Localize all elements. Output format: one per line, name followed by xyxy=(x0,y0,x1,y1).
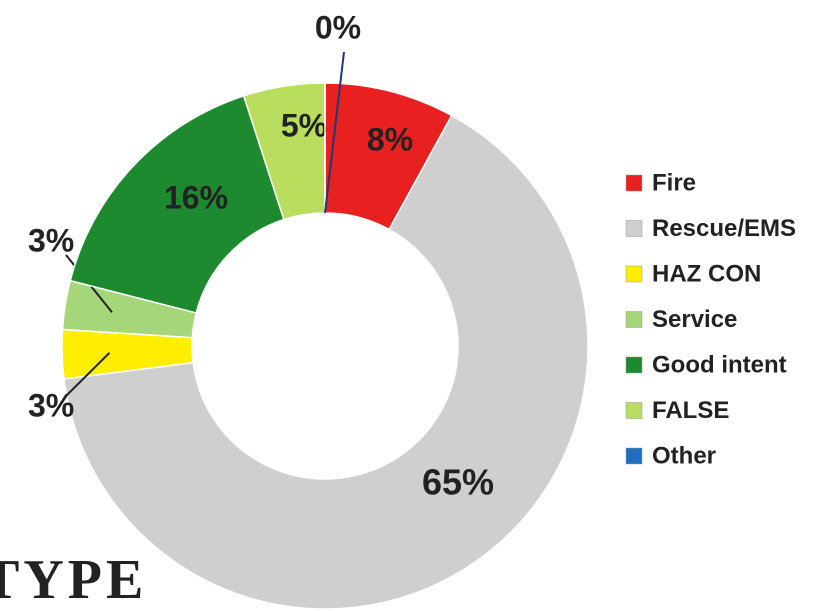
legend-swatch xyxy=(625,220,643,237)
leader-line xyxy=(65,352,111,397)
legend-swatch xyxy=(625,311,643,328)
leader-line xyxy=(324,51,345,214)
data-label: 16% xyxy=(164,179,228,215)
data-label: 5% xyxy=(281,107,327,143)
donut-slice xyxy=(69,94,285,314)
legend-label: Rescue/EMS xyxy=(652,215,796,242)
data-label: 3% xyxy=(28,387,74,423)
chart-title: TYPE xyxy=(0,549,147,611)
data-label: 0% xyxy=(315,9,361,45)
legend-swatch xyxy=(625,402,643,419)
legend-label: Good intent xyxy=(652,351,787,378)
legend-label: FALSE xyxy=(652,397,729,424)
legend-label: Other xyxy=(652,442,716,469)
legend-swatch xyxy=(625,265,643,283)
legend-swatch xyxy=(625,447,643,465)
legend-label: Fire xyxy=(652,169,696,196)
legend-label: HAZ CON xyxy=(652,260,761,287)
legend-swatch xyxy=(625,356,643,374)
data-label: 8% xyxy=(367,121,413,157)
legend-label: Service xyxy=(652,306,737,333)
data-label: 3% xyxy=(28,222,74,258)
data-label: 65% xyxy=(422,462,494,503)
legend-swatch xyxy=(625,174,643,192)
donut-slice xyxy=(63,114,589,610)
